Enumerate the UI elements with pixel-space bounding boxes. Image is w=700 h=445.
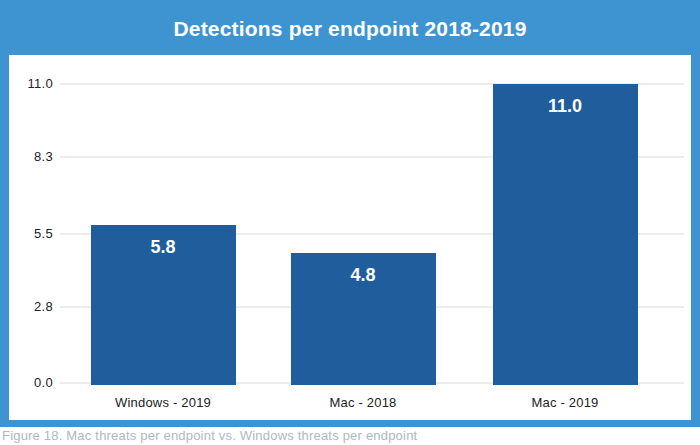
plot-area: 0.0 2.8 5.5 8.3 11.0 5.8 Windows - 2019 4.8 Mac … — [9, 55, 691, 420]
chart-frame: Detections per endpoint 2018-2019 0.0 2.8… — [0, 0, 700, 427]
figure-caption: Figure 18. Mac threats per endpoint vs. … — [2, 428, 698, 443]
bar-value-label: 4.8 — [291, 265, 436, 286]
x-axis-category-label: Windows - 2019 — [78, 395, 248, 410]
bar-value-label: 5.8 — [91, 237, 236, 258]
y-axis-tick-label: 5.5 — [11, 226, 53, 241]
chart-panel: 0.0 2.8 5.5 8.3 11.0 5.8 Windows - 2019 4.8 Mac … — [9, 55, 691, 420]
x-axis-category-label: Mac - 2018 — [278, 395, 448, 410]
y-axis-tick-label: 0.0 — [11, 375, 53, 390]
y-axis-tick-label: 2.8 — [11, 299, 53, 314]
bar-value-label: 11.0 — [493, 96, 638, 117]
x-axis-category-label: Mac - 2019 — [480, 395, 650, 410]
chart-title: Detections per endpoint 2018-2019 — [0, 17, 700, 41]
y-axis-tick-label: 8.3 — [11, 149, 53, 164]
y-axis-tick-label: 11.0 — [11, 76, 53, 91]
bar-mac-2019 — [493, 84, 638, 385]
